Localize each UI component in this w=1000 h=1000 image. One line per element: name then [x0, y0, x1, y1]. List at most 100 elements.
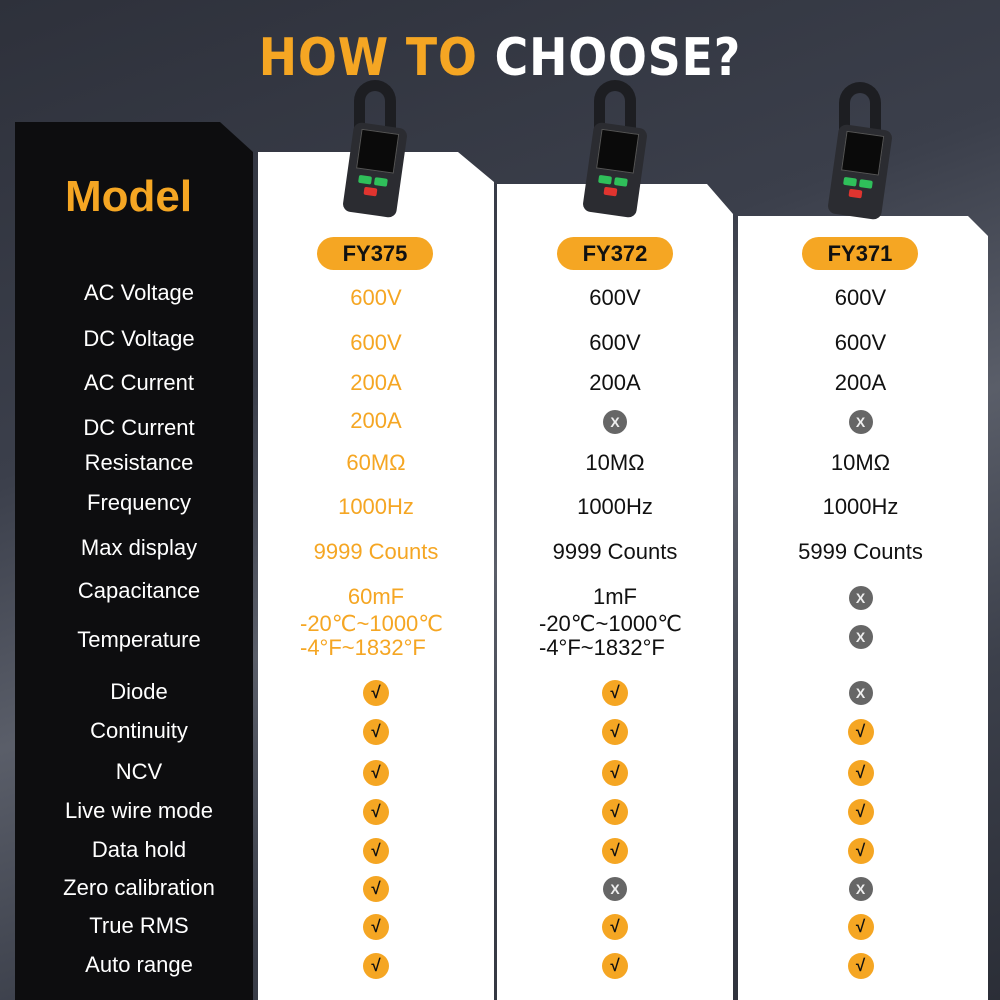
- check-icon: √: [363, 876, 389, 902]
- feature-value: 1000Hz: [822, 494, 899, 519]
- feature-value: -20℃~1000℃ -4°F~1832°F: [539, 611, 682, 660]
- feature-value: 1000Hz: [338, 494, 414, 519]
- check-icon: √: [363, 799, 389, 825]
- check-icon: √: [602, 953, 628, 979]
- feature-value: 10MΩ: [585, 450, 645, 475]
- check-icon: √: [363, 719, 389, 745]
- feature-value: 60MΩ: [346, 450, 406, 475]
- feature-label: Max display: [80, 535, 198, 560]
- feature-value: 200A: [350, 370, 402, 395]
- column-fy375: [258, 152, 494, 1000]
- clamp-meter-image: [340, 80, 410, 219]
- feature-value: √: [258, 913, 494, 940]
- feature-value: √: [738, 759, 983, 786]
- feature-value: X: [497, 875, 733, 901]
- feature-value: √: [258, 798, 494, 825]
- cross-icon: X: [603, 877, 627, 901]
- feature-value: 200A: [834, 370, 887, 395]
- feature-value: √: [738, 913, 983, 940]
- feature-label: NCV: [115, 759, 163, 784]
- feature-label: AC Voltage: [83, 280, 195, 305]
- feature-label-panel: [15, 122, 253, 1000]
- model-heading: Model: [65, 172, 193, 221]
- feature-label: Zero calibration: [63, 875, 215, 900]
- feature-value: √: [258, 837, 494, 864]
- feature-value: 600V: [589, 285, 641, 310]
- feature-value: 9999 Counts: [552, 539, 678, 564]
- feature-value: √: [738, 952, 983, 979]
- feature-value: 600V: [350, 330, 402, 355]
- feature-value: 600V: [589, 330, 641, 355]
- feature-value: 1000Hz: [577, 494, 653, 519]
- feature-value: √: [738, 837, 983, 864]
- feature-label: Live wire mode: [65, 798, 213, 823]
- check-icon: √: [847, 719, 874, 745]
- feature-label: Temperature: [77, 627, 201, 652]
- check-icon: √: [602, 719, 628, 745]
- feature-value: √: [258, 679, 494, 706]
- check-icon: √: [363, 838, 389, 864]
- feature-value: √: [497, 679, 733, 706]
- feature-value: √: [497, 718, 733, 745]
- check-icon: √: [363, 680, 389, 706]
- feature-value: 60mF: [347, 584, 405, 609]
- feature-value: 600V: [834, 330, 887, 355]
- feature-value: 600V: [350, 285, 402, 310]
- feature-value: √: [738, 718, 983, 745]
- check-icon: √: [602, 914, 628, 940]
- cross-icon: X: [848, 625, 873, 649]
- feature-value: √: [258, 718, 494, 745]
- feature-value: √: [258, 759, 494, 786]
- feature-value: √: [497, 913, 733, 940]
- feature-label: Frequency: [87, 490, 191, 515]
- feature-value: X: [738, 679, 983, 705]
- model-badge-fy371: FY371: [802, 237, 918, 270]
- feature-value: √: [497, 798, 733, 825]
- feature-label: Capacitance: [77, 578, 201, 603]
- check-icon: √: [847, 914, 874, 940]
- feature-value: X: [738, 408, 983, 434]
- check-icon: √: [847, 953, 874, 979]
- feature-value: 9999 Counts: [313, 539, 439, 564]
- model-badge-fy372: FY372: [557, 237, 673, 270]
- feature-value: √: [497, 759, 733, 786]
- feature-value: √: [497, 952, 733, 979]
- feature-value: 1mF: [593, 584, 637, 609]
- cross-icon: X: [848, 681, 873, 705]
- feature-value: X: [738, 584, 983, 610]
- cross-icon: X: [603, 410, 627, 434]
- feature-value: X: [738, 875, 983, 901]
- feature-label: DC Current: [83, 415, 195, 440]
- check-icon: √: [847, 760, 874, 786]
- check-icon: √: [602, 760, 628, 786]
- feature-label: Diode: [110, 679, 168, 704]
- feature-label: Resistance: [84, 450, 194, 475]
- feature-value: -20℃~1000℃ -4°F~1832°F: [300, 611, 443, 660]
- feature-label: Auto range: [85, 952, 193, 977]
- check-icon: √: [363, 914, 389, 940]
- feature-label: Data hold: [91, 837, 187, 862]
- model-badge-fy375: FY375: [317, 237, 433, 270]
- feature-value: 200A: [589, 370, 641, 395]
- feature-value: √: [258, 952, 494, 979]
- feature-label: Continuity: [90, 718, 188, 743]
- feature-value: X: [738, 623, 983, 649]
- check-icon: √: [363, 953, 389, 979]
- check-icon: √: [847, 799, 874, 825]
- feature-value: X: [497, 408, 733, 434]
- feature-label: True RMS: [89, 913, 189, 938]
- feature-label: DC Voltage: [83, 326, 195, 351]
- page-title: HOW TO CHOOSE?: [258, 28, 742, 88]
- feature-value: 600V: [834, 285, 887, 310]
- feature-label: AC Current: [83, 370, 195, 395]
- check-icon: √: [363, 760, 389, 786]
- cross-icon: X: [848, 410, 873, 434]
- check-icon: √: [602, 799, 628, 825]
- feature-value: 10MΩ: [830, 450, 891, 475]
- feature-value: 5999 Counts: [798, 539, 923, 564]
- feature-value: √: [258, 875, 494, 902]
- check-icon: √: [602, 838, 628, 864]
- feature-value: √: [497, 837, 733, 864]
- check-icon: √: [847, 838, 874, 864]
- clamp-meter-image: [580, 80, 650, 219]
